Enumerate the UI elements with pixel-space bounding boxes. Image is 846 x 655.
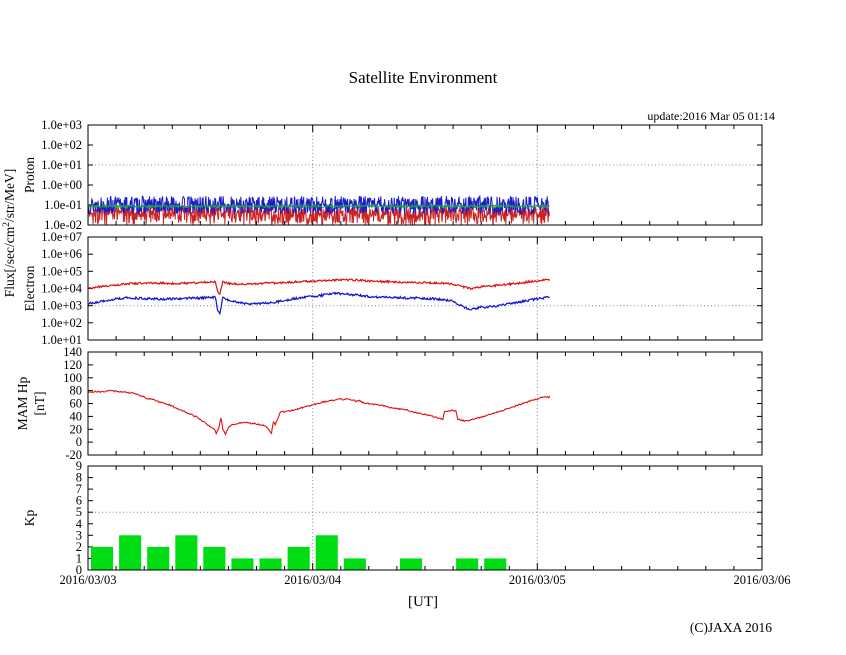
y-tick-label: 1.0e+01 (41, 158, 82, 172)
y-tick-label: 1.0e+03 (41, 299, 82, 313)
kp-bar (456, 558, 479, 570)
panel-frame (87, 236, 763, 341)
kp-bar (315, 535, 338, 570)
kp-bar (119, 535, 142, 570)
copyright-label: (C)JAXA 2016 (689, 620, 772, 635)
y-tick-label: 1.0e+02 (41, 316, 82, 330)
y-tick-label: 1.0e+00 (41, 178, 82, 192)
electron-red-line (87, 278, 551, 296)
panel-ylabel-mam: MAM Hp (15, 376, 30, 430)
y-tick-label: 1.0e+07 (41, 230, 82, 244)
y-tick-label: 1.0e+06 (41, 247, 82, 261)
y-tick-label: 5 (76, 505, 82, 519)
y-tick-label: 1.0e+05 (41, 264, 82, 278)
mam-hp-line (87, 389, 551, 436)
y-tick-label: 3 (76, 528, 82, 542)
y-tick-label: 1.0e+01 (41, 333, 82, 347)
update-timestamp: update:2016 Mar 05 01:14 (647, 109, 775, 123)
y-tick-label: 0 (76, 563, 82, 577)
flux-axis-label: Flux[/sec/cm2/str/MeV] (2, 169, 17, 298)
y-tick-label: 140 (63, 345, 82, 359)
y-tick-label: 7 (76, 482, 82, 496)
y-tick-label: 9 (76, 459, 82, 473)
panel-ylabel-mam: [nT] (32, 392, 47, 416)
y-tick-label: 1.0e+03 (41, 118, 82, 132)
page-title: Satellite Environment (348, 68, 498, 87)
kp-bar (175, 535, 198, 570)
x-tick-label: 2016/03/03 (60, 573, 117, 587)
y-tick-label: 1 (76, 551, 82, 565)
proton-green-line (87, 203, 550, 210)
y-tick-label: 80 (70, 384, 83, 398)
kp-bar (91, 546, 114, 570)
y-tick-label: 1.0e+02 (41, 138, 82, 152)
y-tick-label: 0 (76, 435, 82, 449)
y-tick-label: 2 (76, 540, 82, 554)
y-tick-label: 1.0e+04 (41, 282, 82, 296)
y-tick-label: 1.0e-02 (44, 218, 82, 232)
x-tick-label: 2016/03/05 (509, 573, 566, 587)
x-tick-label: 2016/03/06 (734, 573, 791, 587)
panel-electron: 1.0e+07 1.0e+06 1.0e+05 1.0e+04 1.0e+03 1.0e+… (22, 230, 763, 347)
kp-bar (147, 546, 170, 570)
kp-bar (287, 546, 310, 570)
kp-bar (259, 558, 282, 570)
y-tick-label: 6 (76, 494, 82, 508)
y-tick-label: 20 (70, 422, 83, 436)
kp-bar (399, 558, 422, 570)
y-tick-label: 4 (76, 517, 83, 531)
panel-ylabel-electron: Electron (22, 265, 37, 311)
kp-bar (231, 558, 254, 570)
x-axis-unit-label: [UT] (408, 594, 438, 610)
panel-frame (87, 465, 763, 571)
y-tick-label: 120 (63, 358, 82, 372)
panel-ylabel-proton: Proton (22, 157, 37, 193)
electron-blue-line (87, 291, 550, 315)
y-tick-label: 100 (63, 371, 82, 385)
panel-ylabel-kp: Kp (22, 510, 37, 527)
y-tick-label: 1.0e-01 (44, 198, 82, 212)
panel-frame (87, 351, 763, 456)
y-tick-label: 60 (70, 397, 83, 411)
panel-frame (87, 124, 763, 226)
y-tick-label: 40 (70, 409, 83, 423)
y-tick-label: -20 (65, 448, 82, 462)
kp-bar (484, 558, 507, 570)
y-tick-label: 8 (76, 471, 82, 485)
kp-bar (203, 546, 226, 570)
kp-bar (343, 558, 366, 570)
x-tick-label: 2016/03/04 (284, 573, 342, 587)
panel-proton: 1.0e+03 1.0e+02 1.0e+01 1.0e+00 1.0e-01 1.0e-… (22, 118, 763, 232)
